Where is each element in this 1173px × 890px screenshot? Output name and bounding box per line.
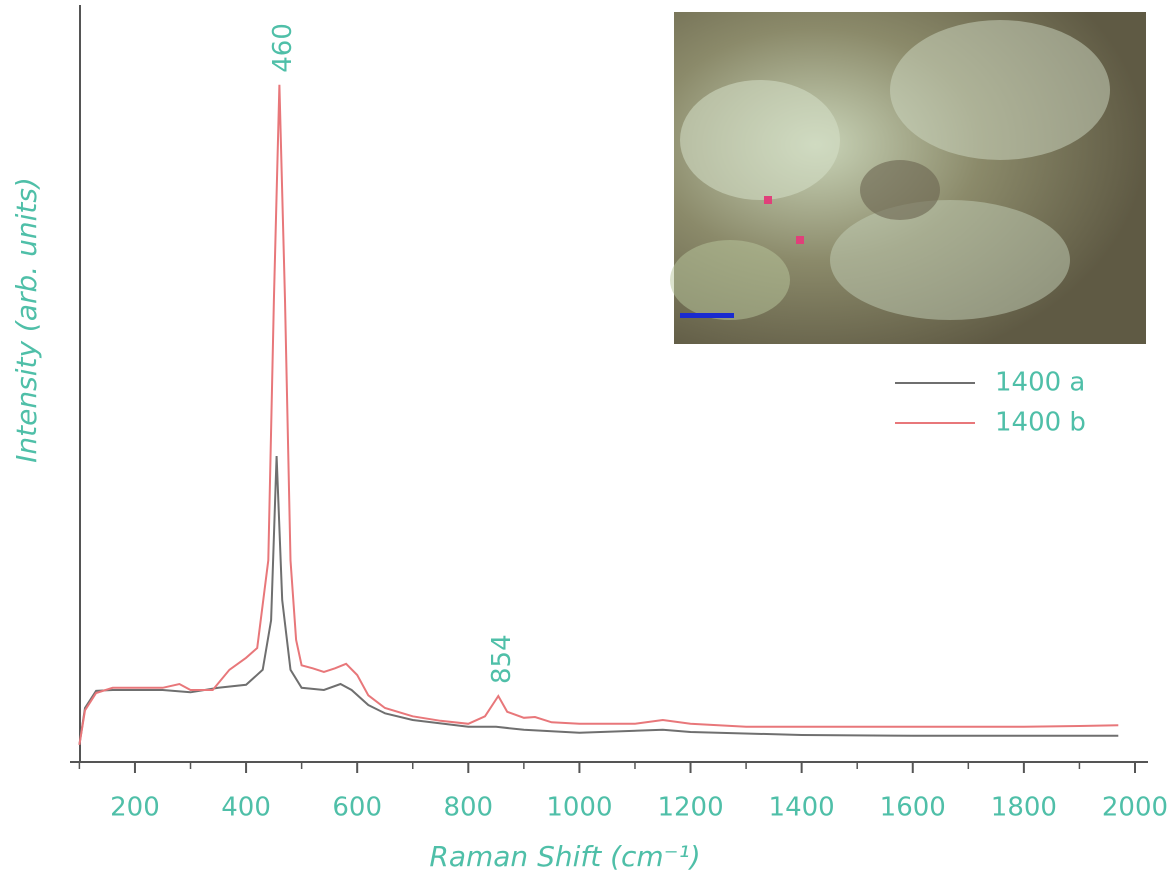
x-tick-label: 1800 [991,793,1057,823]
x-tick-label: 600 [332,793,382,823]
peak-label: 460 [268,23,298,73]
x-tick-label: 1600 [880,793,946,823]
series-line [78,455,1119,745]
x-tick-label: 200 [110,793,160,823]
x-tick-label: 1200 [657,793,723,823]
x-tick-label: 800 [443,793,493,823]
legend-label: 1400 a [995,368,1085,398]
y-axis-label: Intensity (arb. units) [10,177,43,463]
inset-image [670,12,1146,344]
legend-label: 1400 b [995,408,1086,438]
peak-label: 854 [487,634,517,684]
x-tick-label: 400 [221,793,271,823]
x-axis-label: Raman Shift (cm⁻¹) [429,840,700,873]
x-tick-label: 1000 [546,793,612,823]
x-tick-label: 2000 [1102,793,1168,823]
x-tick-label: 1400 [769,793,835,823]
series-line [78,84,1119,745]
